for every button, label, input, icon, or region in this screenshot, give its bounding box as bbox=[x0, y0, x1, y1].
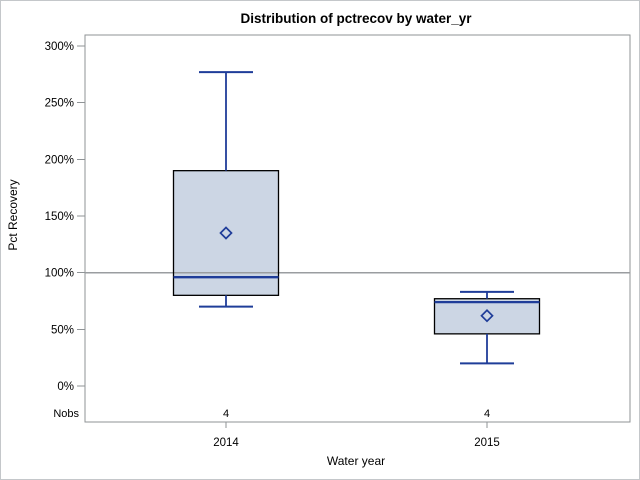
nobs-value: 4 bbox=[223, 408, 229, 420]
chart-title: Distribution of pctrecov by water_yr bbox=[240, 11, 472, 26]
y-tick-label: 50% bbox=[51, 324, 74, 336]
box-fill-2014 bbox=[173, 170, 279, 296]
plot-frame bbox=[84, 34, 631, 423]
y-tick-label: 250% bbox=[45, 98, 74, 110]
mean-diamond bbox=[480, 309, 494, 323]
x-tick-label: 2015 bbox=[474, 437, 500, 449]
y-tick-label: 0% bbox=[57, 381, 74, 393]
y-axis-title: Pct Recovery bbox=[6, 179, 20, 250]
y-tick-label: 200% bbox=[45, 154, 74, 166]
y-tick-label: 150% bbox=[45, 211, 74, 223]
box-fill-2015 bbox=[434, 298, 540, 334]
x-tick-label: 2014 bbox=[213, 437, 239, 449]
nobs-value: 4 bbox=[484, 408, 490, 420]
mean-diamond bbox=[219, 226, 233, 240]
y-tick-label: 100% bbox=[45, 268, 74, 280]
x-axis-title: Water year bbox=[327, 454, 385, 468]
y-tick-label: 300% bbox=[45, 41, 74, 53]
nobs-row-label: Nobs bbox=[53, 408, 79, 420]
